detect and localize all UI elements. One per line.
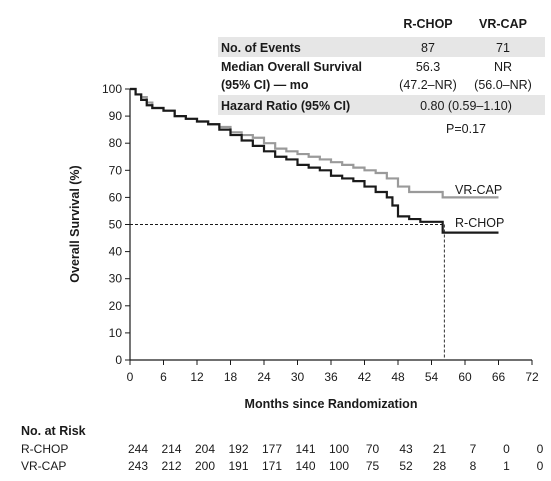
summary-header-vrcap: VR-CAP [479,17,527,31]
risk-value: 8 [470,459,477,473]
y-axis-title: Overall Survival (%) [68,165,82,282]
y-tick-label: 50 [109,218,123,232]
risk-table-title: No. at Risk [21,424,86,438]
summary-vrcap-median-ci: (56.0–NR) [474,78,532,92]
y-tick-label: 10 [109,326,123,340]
risk-value: 244 [128,442,148,456]
x-tick-label: 6 [160,370,167,384]
risk-value: 43 [399,442,413,456]
p-value: P=0.17 [446,122,486,136]
risk-row-label-rchop: R-CHOP [21,442,68,456]
x-tick-label: 0 [127,370,134,384]
x-tick-label: 60 [458,370,472,384]
summary-hazard-value: 0.80 (0.59–1.10) [420,99,512,113]
risk-value: 140 [295,459,315,473]
summary-label-hazard: Hazard Ratio (95% CI) [221,99,350,113]
risk-value: 0 [537,459,544,473]
y-ticks: 0 10 20 30 40 50 60 70 80 90 100 [102,82,130,367]
risk-value: 214 [161,442,181,456]
summary-vrcap-median: NR [494,60,512,74]
risk-row-label-vrcap: VR-CAP [21,459,66,473]
risk-value: 0 [537,442,544,456]
summary-vrcap-events: 71 [496,41,510,55]
x-tick-label: 30 [291,370,305,384]
risk-value: 0 [503,442,510,456]
risk-value: 1 [503,459,510,473]
risk-value: 141 [295,442,315,456]
x-tick-label: 18 [224,370,238,384]
summary-header-rchop: R-CHOP [403,17,452,31]
risk-value: 212 [161,459,181,473]
x-tick-label: 36 [324,370,338,384]
risk-value: 192 [228,442,248,456]
risk-value: 191 [228,459,248,473]
risk-table: No. at Risk R-CHOP VR-CAP 244 214 204 192 17… [21,424,544,473]
risk-value: 100 [329,459,349,473]
x-tick-label: 54 [425,370,439,384]
risk-value: 75 [366,459,380,473]
summary-row-band-events [218,37,545,57]
risk-value: 243 [128,459,148,473]
x-tick-label: 48 [391,370,405,384]
summary-table: R-CHOP VR-CAP No. of Events 87 71 Median… [218,17,545,136]
x-tick-label: 24 [257,370,271,384]
summary-label-events: No. of Events [221,41,301,55]
x-tick-label: 42 [358,370,372,384]
y-tick-label: 90 [109,109,123,123]
y-tick-label: 20 [109,299,123,313]
survival-curves [130,87,499,234]
x-ticks: 0 6 12 18 24 30 36 42 48 54 60 66 72 [127,360,539,384]
y-tick-label: 30 [109,272,123,286]
axes: 0 10 20 30 40 50 60 70 80 90 100 0 6 12 18 24 30 36 42 48 5… [68,82,539,411]
y-tick-label: 70 [109,163,123,177]
summary-rchop-median: 56.3 [416,60,440,74]
risk-value: 70 [366,442,380,456]
risk-value: 21 [433,442,447,456]
median-reference-lines [130,224,445,360]
summary-label-median-line2: (95% CI) — mo [221,78,309,92]
risk-value: 204 [195,442,215,456]
y-tick-label: 60 [109,190,123,204]
summary-rchop-median-ci: (47.2–NR) [399,78,457,92]
risk-value: 171 [262,459,282,473]
series-label-rchop: R-CHOP [455,216,504,230]
curve-r-chop [130,87,499,234]
series-label-vrcap: VR-CAP [455,183,502,197]
summary-label-median-line1: Median Overall Survival [221,60,362,74]
x-tick-label: 12 [190,370,204,384]
y-tick-label: 40 [109,245,123,259]
y-tick-label: 0 [115,353,122,367]
x-axis-title: Months since Randomization [245,397,418,411]
risk-value: 7 [470,442,477,456]
x-tick-label: 72 [525,370,539,384]
y-tick-label: 100 [102,82,122,96]
risk-value: 100 [329,442,349,456]
risk-value: 200 [195,459,215,473]
y-tick-label: 80 [109,136,123,150]
x-tick-label: 66 [492,370,506,384]
risk-value: 28 [433,459,447,473]
summary-rchop-events: 87 [421,41,435,55]
risk-value: 52 [399,459,413,473]
summary-row-band-hazard [218,95,545,115]
risk-value: 177 [262,442,282,456]
